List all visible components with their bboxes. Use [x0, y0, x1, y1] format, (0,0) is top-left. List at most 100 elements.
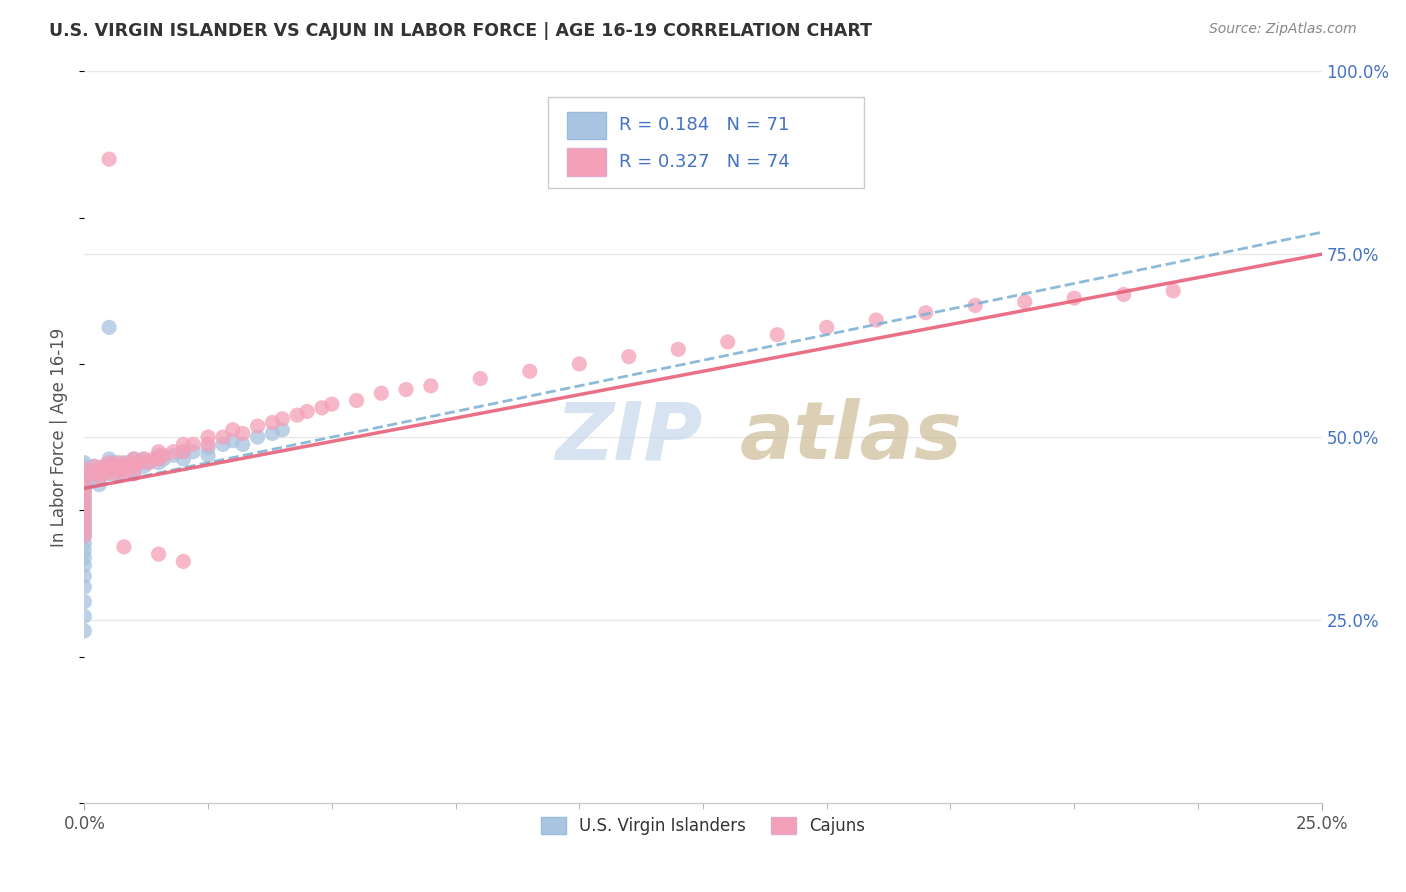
- Text: R = 0.327   N = 74: R = 0.327 N = 74: [619, 153, 790, 171]
- Point: [103, 467, 125, 481]
- Point: [321, 397, 343, 411]
- Point: [172, 437, 194, 451]
- Point: [212, 430, 235, 444]
- Text: atlas: atlas: [740, 398, 963, 476]
- Point: [73, 507, 96, 521]
- Point: [73, 594, 96, 608]
- Point: [246, 419, 269, 434]
- Point: [98, 467, 121, 481]
- Point: [103, 456, 125, 470]
- Point: [73, 456, 96, 470]
- Point: [172, 444, 194, 458]
- Point: [148, 444, 170, 458]
- Point: [568, 357, 591, 371]
- Point: [73, 525, 96, 540]
- Point: [122, 467, 145, 481]
- Point: [73, 529, 96, 543]
- Point: [717, 334, 740, 349]
- Point: [148, 547, 170, 561]
- Point: [73, 609, 96, 624]
- Point: [1063, 291, 1085, 305]
- Point: [73, 550, 96, 565]
- Bar: [567, 148, 606, 176]
- Point: [103, 459, 125, 474]
- Point: [470, 371, 492, 385]
- Point: [93, 467, 115, 481]
- Text: R = 0.184   N = 71: R = 0.184 N = 71: [619, 117, 789, 135]
- Point: [98, 463, 121, 477]
- Point: [73, 496, 96, 510]
- Point: [98, 320, 121, 334]
- Point: [73, 492, 96, 507]
- Point: [73, 481, 96, 495]
- Legend: U.S. Virgin Islanders, Cajuns: U.S. Virgin Islanders, Cajuns: [534, 811, 872, 842]
- Point: [83, 459, 105, 474]
- Point: [212, 437, 235, 451]
- Point: [93, 467, 115, 481]
- Point: [98, 152, 121, 166]
- Point: [73, 543, 96, 558]
- Point: [128, 456, 150, 470]
- Point: [73, 536, 96, 550]
- Point: [766, 327, 789, 342]
- Point: [138, 456, 160, 470]
- Point: [122, 467, 145, 481]
- Point: [138, 456, 160, 470]
- Point: [73, 529, 96, 543]
- Point: [132, 452, 155, 467]
- Point: [73, 477, 96, 491]
- Point: [73, 470, 96, 484]
- Point: [1112, 287, 1135, 301]
- Point: [112, 540, 135, 554]
- Point: [519, 364, 541, 378]
- Point: [197, 441, 219, 455]
- Point: [83, 467, 105, 481]
- Point: [73, 510, 96, 524]
- Point: [73, 477, 96, 491]
- Point: [965, 298, 987, 312]
- FancyBboxPatch shape: [548, 97, 863, 188]
- Point: [118, 459, 141, 474]
- Point: [73, 558, 96, 573]
- Point: [89, 463, 111, 477]
- Point: [73, 500, 96, 514]
- Point: [1161, 284, 1184, 298]
- Point: [914, 306, 936, 320]
- Point: [142, 452, 165, 467]
- Point: [419, 379, 441, 393]
- Point: [148, 456, 170, 470]
- Point: [128, 456, 150, 470]
- Point: [271, 423, 294, 437]
- Point: [222, 423, 245, 437]
- Point: [132, 452, 155, 467]
- Point: [73, 474, 96, 488]
- Point: [122, 459, 145, 474]
- Point: [73, 507, 96, 521]
- Point: [89, 463, 111, 477]
- Point: [89, 477, 111, 491]
- Point: [103, 463, 125, 477]
- Point: [395, 383, 418, 397]
- Point: [222, 434, 245, 448]
- Point: [89, 470, 111, 484]
- Point: [666, 343, 689, 357]
- Point: [1014, 294, 1036, 309]
- Point: [815, 320, 838, 334]
- Y-axis label: In Labor Force | Age 16-19: In Labor Force | Age 16-19: [51, 327, 69, 547]
- Point: [172, 444, 194, 458]
- Point: [73, 624, 96, 638]
- Point: [148, 452, 170, 467]
- Point: [112, 467, 135, 481]
- Point: [181, 444, 204, 458]
- Point: [132, 459, 155, 474]
- Point: [108, 459, 131, 474]
- Point: [232, 426, 254, 441]
- Point: [152, 448, 174, 462]
- Text: Source: ZipAtlas.com: Source: ZipAtlas.com: [1209, 22, 1357, 37]
- Point: [181, 437, 204, 451]
- Point: [73, 514, 96, 528]
- Point: [73, 580, 96, 594]
- Point: [98, 459, 121, 474]
- Point: [285, 408, 308, 422]
- Point: [122, 452, 145, 467]
